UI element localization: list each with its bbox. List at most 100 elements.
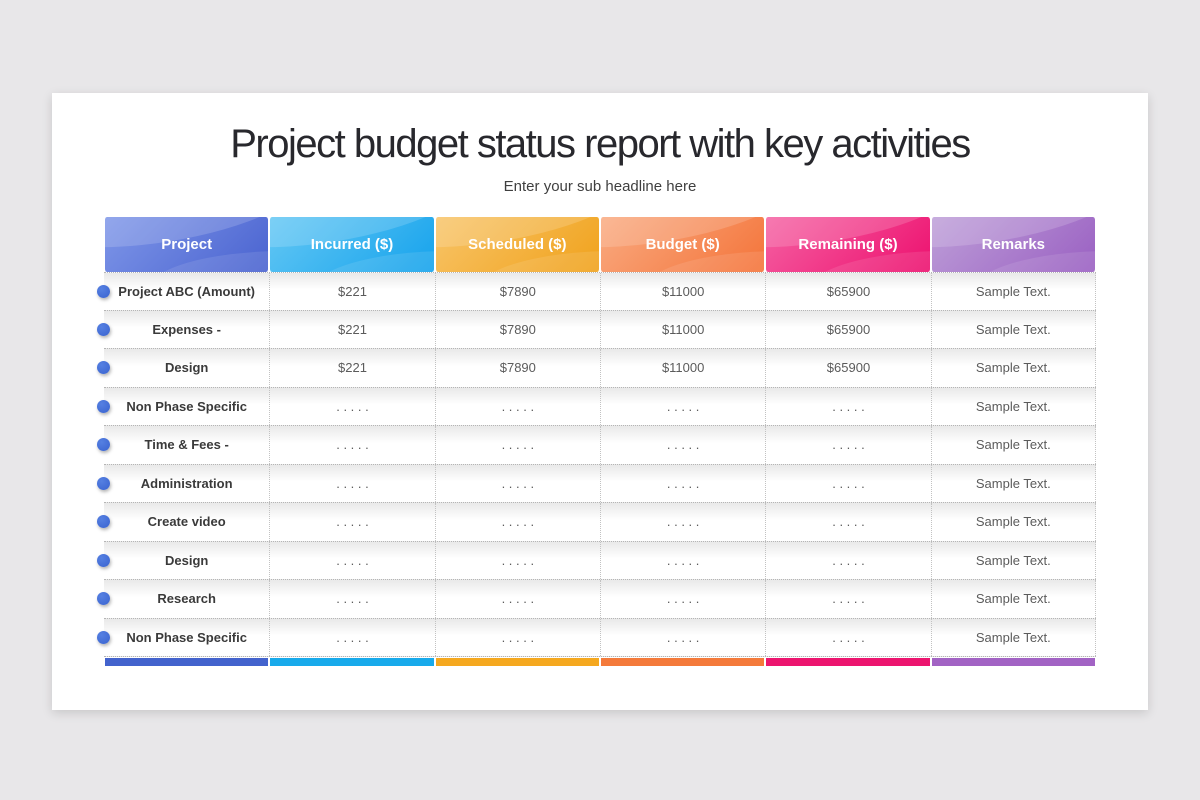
remaining-value-cell: . . . . . bbox=[765, 618, 930, 656]
scheduled-value-cell: . . . . . bbox=[434, 618, 600, 656]
row-label: Non Phase Specific bbox=[126, 629, 247, 645]
bullet-icon bbox=[97, 438, 110, 452]
budget-value-cell: . . . . . bbox=[599, 426, 765, 464]
remarks-value-cell: Sample Text. bbox=[930, 580, 1096, 618]
row-label: Administration bbox=[140, 475, 233, 491]
incurred-value-cell: $221 bbox=[269, 310, 434, 348]
bullet-icon bbox=[97, 399, 110, 413]
row-label: Design bbox=[164, 360, 209, 376]
table-row: Non Phase Specific . . . . . . . . . . .… bbox=[97, 618, 1096, 657]
remaining-value-cell: . . . . . bbox=[765, 580, 930, 618]
row-label: Project ABC (Amount) bbox=[118, 283, 256, 299]
table-row: Non Phase Specific . . . . . . . . . . .… bbox=[97, 387, 1096, 426]
incurred-value-cell: . . . . . bbox=[269, 464, 434, 502]
accent-bar-remaining bbox=[765, 658, 931, 666]
table-row: Design . . . . . . . . . . . . . . . . .… bbox=[97, 541, 1096, 580]
header-cell-remarks: Remarks bbox=[930, 217, 1096, 272]
table-row: Expenses - $221 $7890 $11000 $65900 Samp… bbox=[97, 310, 1096, 349]
budget-value-cell: . . . . . bbox=[599, 464, 765, 502]
scheduled-value-cell: $7890 bbox=[434, 273, 600, 310]
accent-bar-incurred bbox=[269, 658, 435, 666]
incurred-value-cell: . . . . . bbox=[269, 426, 434, 464]
remarks-value-cell: Sample Text. bbox=[930, 273, 1096, 310]
row-label: Design bbox=[164, 552, 209, 568]
slide-card: Project budget status report with key ac… bbox=[52, 93, 1148, 710]
row-label-cell: Expenses - bbox=[97, 311, 269, 349]
remarks-value-cell: Sample Text. bbox=[930, 464, 1096, 502]
budget-value-cell: $11000 bbox=[599, 273, 765, 310]
incurred-value-cell: . . . . . bbox=[269, 387, 434, 425]
row-label-cell: Non Phase Specific bbox=[97, 388, 269, 426]
bullet-icon bbox=[97, 322, 110, 336]
row-label-cell: Project ABC (Amount) bbox=[97, 273, 269, 310]
scheduled-value-cell: . . . . . bbox=[434, 426, 600, 464]
bullet-icon bbox=[97, 515, 110, 529]
bullet-icon bbox=[97, 592, 110, 606]
table-header-row: Project Incurred ($) Scheduled ($) Budge… bbox=[104, 217, 1096, 272]
budget-value-cell: . . . . . bbox=[599, 580, 765, 618]
scheduled-value-cell: . . . . . bbox=[434, 464, 600, 502]
bullet-icon bbox=[97, 553, 110, 567]
row-label-cell: Design bbox=[97, 349, 269, 387]
remaining-value-cell: $65900 bbox=[765, 349, 930, 387]
table-body: Project ABC (Amount) $221 $7890 $11000 $… bbox=[97, 272, 1096, 657]
table-row: Research . . . . . . . . . . . . . . . .… bbox=[97, 580, 1096, 619]
header-cell-project: Project bbox=[104, 217, 270, 272]
incurred-value-cell: . . . . . bbox=[269, 580, 434, 618]
remaining-value-cell: . . . . . bbox=[765, 426, 930, 464]
budget-table: Project Incurred ($) Scheduled ($) Budge… bbox=[97, 217, 1096, 666]
remarks-value-cell: Sample Text. bbox=[930, 503, 1096, 541]
remarks-value-cell: Sample Text. bbox=[930, 349, 1096, 387]
remaining-value-cell: . . . . . bbox=[765, 464, 930, 502]
incurred-value-cell: $221 bbox=[269, 273, 434, 310]
slide-subtitle: Enter your sub headline here bbox=[503, 178, 697, 195]
incurred-value-cell: . . . . . bbox=[269, 541, 434, 579]
bullet-icon bbox=[97, 630, 110, 644]
table-row: Project ABC (Amount) $221 $7890 $11000 $… bbox=[97, 272, 1096, 311]
row-label: Time & Fees - bbox=[144, 437, 229, 453]
scheduled-value-cell: $7890 bbox=[434, 349, 600, 387]
scheduled-value-cell: . . . . . bbox=[434, 580, 600, 618]
incurred-value-cell: . . . . . bbox=[269, 503, 434, 541]
header-cell-budget: Budget ($) bbox=[599, 217, 766, 272]
budget-value-cell: . . . . . bbox=[599, 541, 765, 579]
scheduled-value-cell: . . . . . bbox=[434, 387, 600, 425]
slide-title: Project budget status report with key ac… bbox=[230, 122, 971, 166]
row-label: Research bbox=[157, 591, 216, 607]
row-label: Create video bbox=[147, 514, 226, 530]
accent-bar-scheduled bbox=[434, 658, 600, 666]
row-label-cell: Design bbox=[97, 542, 269, 580]
table-row: Administration . . . . . . . . . . . . .… bbox=[97, 464, 1096, 503]
bullet-icon bbox=[97, 284, 110, 298]
bullet-icon bbox=[97, 476, 110, 490]
remarks-value-cell: Sample Text. bbox=[930, 426, 1096, 464]
table-row: Create video . . . . . . . . . . . . . .… bbox=[97, 503, 1096, 542]
remaining-value-cell: $65900 bbox=[765, 310, 930, 348]
scheduled-value-cell: . . . . . bbox=[434, 541, 600, 579]
accent-bar-project bbox=[104, 658, 270, 666]
scheduled-value-cell: $7890 bbox=[434, 310, 600, 348]
budget-value-cell: $11000 bbox=[599, 349, 765, 387]
row-label-cell: Time & Fees - bbox=[97, 426, 269, 464]
header-cell-incurred: Incurred ($) bbox=[269, 217, 435, 272]
budget-value-cell: . . . . . bbox=[599, 503, 765, 541]
row-label-cell: Create video bbox=[97, 503, 269, 541]
scheduled-value-cell: . . . . . bbox=[434, 503, 600, 541]
table-row: Design $221 $7890 $11000 $65900 Sample T… bbox=[97, 349, 1096, 388]
bullet-icon bbox=[97, 361, 110, 375]
remarks-value-cell: Sample Text. bbox=[930, 541, 1096, 579]
remarks-value-cell: Sample Text. bbox=[930, 387, 1096, 425]
header-cell-remaining: Remaining ($) bbox=[765, 217, 931, 272]
remaining-value-cell: . . . . . bbox=[765, 387, 930, 425]
incurred-value-cell: $221 bbox=[269, 349, 434, 387]
row-label-cell: Research bbox=[97, 580, 269, 618]
budget-value-cell: . . . . . bbox=[599, 387, 765, 425]
remarks-value-cell: Sample Text. bbox=[930, 310, 1096, 348]
accent-bar-budget bbox=[599, 658, 766, 666]
table-row: Time & Fees - . . . . . . . . . . . . . … bbox=[97, 426, 1096, 465]
incurred-value-cell: . . . . . bbox=[269, 618, 434, 656]
row-label: Non Phase Specific bbox=[126, 398, 247, 414]
table-footer-accent-bars bbox=[104, 658, 1096, 666]
row-label-cell: Administration bbox=[97, 465, 269, 503]
budget-value-cell: $11000 bbox=[599, 310, 765, 348]
